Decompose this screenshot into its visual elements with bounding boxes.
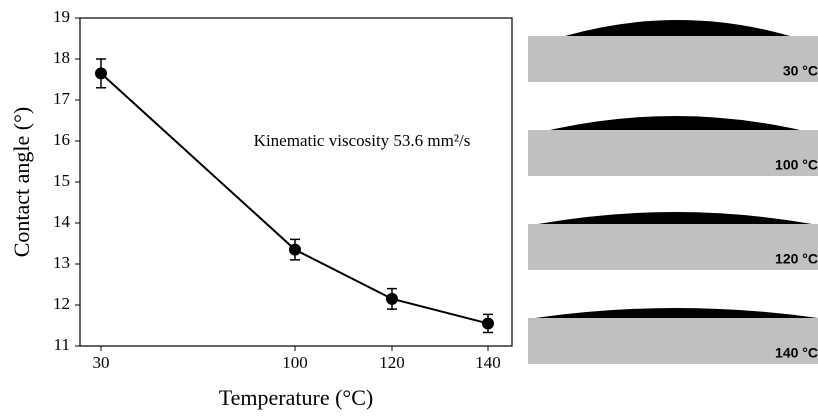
droplet (538, 212, 812, 224)
point (386, 292, 398, 305)
substrate (528, 318, 818, 364)
image-label: 140 °C (775, 345, 818, 361)
y-tick-label: 12 (53, 294, 70, 313)
y-tick-label: 15 (53, 171, 70, 190)
line (100, 72, 489, 325)
substrate (528, 224, 818, 270)
image-label: 30 °C (783, 63, 818, 79)
point (482, 317, 494, 330)
substrate (528, 36, 818, 82)
image-label: 120 °C (775, 251, 818, 267)
x-tick-label: 100 (282, 353, 308, 372)
x-tick-label: 120 (379, 353, 405, 372)
x-tick-label: 30 (93, 353, 110, 372)
y-tick-label: 11 (54, 335, 70, 354)
image-label: 100 °C (775, 157, 818, 173)
droplet (550, 116, 800, 130)
x-tick-label: 140 (475, 353, 501, 372)
y-tick-label: 16 (53, 130, 70, 149)
droplet-images (528, 20, 818, 364)
point (289, 243, 301, 256)
point (95, 67, 107, 80)
y-tick-label: 17 (53, 89, 71, 108)
droplet (535, 308, 818, 318)
substrate (528, 130, 818, 176)
droplet (565, 20, 790, 36)
plot-frame (79, 17, 513, 347)
y-tick-label: 18 (53, 48, 70, 67)
y-tick-label: 13 (53, 253, 70, 272)
y-tick-label: 19 (53, 7, 70, 26)
y-tick-label: 14 (53, 212, 71, 231)
x-axis-label: Temperature (°C) (219, 385, 373, 410)
y-axis-label: Contact angle (°) (9, 107, 34, 258)
annotation: Kinematic viscosity 53.6 mm²/s (254, 131, 471, 150)
